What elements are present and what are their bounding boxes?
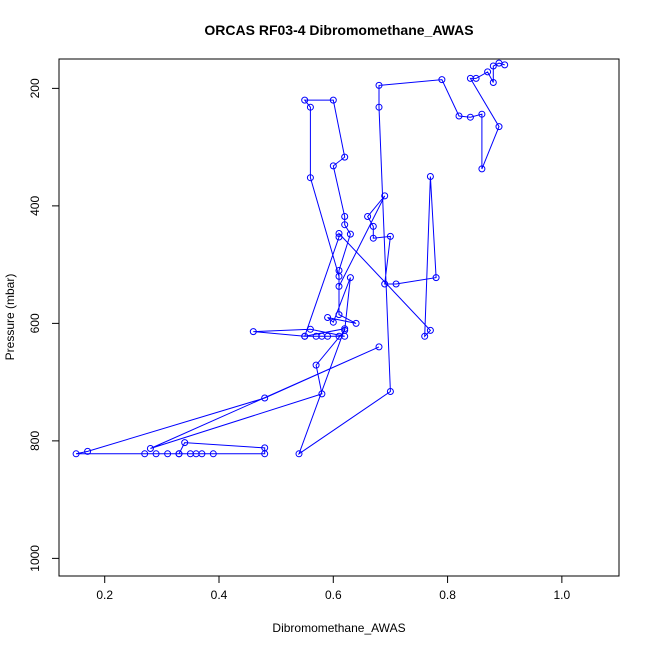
data-point	[369, 222, 377, 230]
data-point	[324, 332, 332, 340]
data-point	[466, 113, 474, 121]
series-line	[75, 62, 505, 456]
data-point	[186, 450, 194, 458]
data-point	[181, 439, 189, 447]
data-point	[72, 450, 80, 458]
data-point	[478, 165, 486, 173]
y-tick-label: 400	[28, 196, 42, 216]
data-point	[426, 173, 434, 180]
data-point	[306, 325, 314, 333]
data-point	[146, 445, 154, 452]
data-point	[426, 326, 434, 334]
data-point	[306, 174, 314, 182]
data-point	[489, 79, 497, 86]
data-point	[318, 390, 326, 398]
data-point	[329, 162, 337, 170]
x-tick-label: 1.0	[554, 588, 571, 602]
chart-title: ORCAS RF03-4 Dibromomethane_AWAS	[204, 22, 473, 38]
data-point	[84, 447, 92, 455]
x-tick-label: 0.8	[439, 588, 456, 602]
data-point	[261, 394, 269, 402]
data-point	[152, 450, 160, 458]
data-point	[478, 110, 486, 118]
data-point	[209, 450, 217, 458]
data-point	[392, 280, 400, 288]
data-point	[501, 61, 509, 69]
data-point	[249, 328, 257, 336]
y-tick-label: 1000	[28, 545, 42, 572]
y-tick-label: 200	[28, 78, 42, 98]
data-point	[335, 282, 343, 290]
data-point	[421, 332, 429, 340]
data-point	[352, 319, 360, 327]
data-point	[455, 112, 463, 120]
data-point	[386, 388, 394, 395]
data-point	[375, 103, 383, 111]
data-point	[375, 81, 383, 89]
data-point	[335, 233, 343, 241]
data-point	[472, 74, 480, 82]
x-tick-label: 0.6	[325, 588, 342, 602]
data-point	[329, 96, 337, 104]
data-point	[341, 221, 349, 229]
data-point	[306, 103, 314, 111]
data-point	[341, 153, 349, 161]
x-axis: 0.2 0.4 0.6 0.8 1.0	[96, 575, 571, 602]
data-point	[335, 311, 343, 319]
y-tick-label: 800	[28, 431, 42, 451]
data-point	[381, 280, 389, 288]
data-point	[341, 325, 349, 333]
data-point	[346, 230, 354, 238]
data-point	[324, 314, 332, 321]
data-point	[489, 62, 497, 70]
data-point	[301, 332, 309, 340]
y-axis: 200 400 600 800 1000	[28, 78, 60, 572]
series-group	[72, 59, 509, 458]
data-point	[295, 450, 303, 458]
data-point	[495, 123, 503, 131]
data-point	[369, 234, 377, 242]
data-point	[141, 450, 149, 458]
data-point	[261, 444, 269, 452]
data-point	[432, 274, 440, 282]
data-point	[341, 332, 349, 340]
data-point	[375, 343, 383, 351]
x-axis-label: Dibromomethane_AWAS	[272, 621, 405, 635]
data-point	[364, 213, 372, 220]
x-tick-label: 0.2	[96, 588, 113, 602]
x-tick-label: 0.4	[211, 588, 228, 602]
data-point	[346, 274, 354, 282]
data-point	[198, 450, 206, 458]
data-point	[341, 213, 349, 220]
data-point	[386, 232, 394, 240]
data-point	[329, 318, 337, 326]
data-point	[335, 272, 343, 280]
data-point	[381, 192, 389, 200]
data-point	[484, 68, 492, 76]
data-point	[175, 450, 183, 458]
y-tick-label: 600	[28, 313, 42, 333]
data-point	[312, 361, 320, 369]
data-point	[301, 96, 309, 104]
data-point	[438, 76, 446, 84]
data-point	[164, 450, 172, 458]
y-axis-label: Pressure (mbar)	[3, 274, 17, 361]
data-point	[335, 230, 343, 237]
